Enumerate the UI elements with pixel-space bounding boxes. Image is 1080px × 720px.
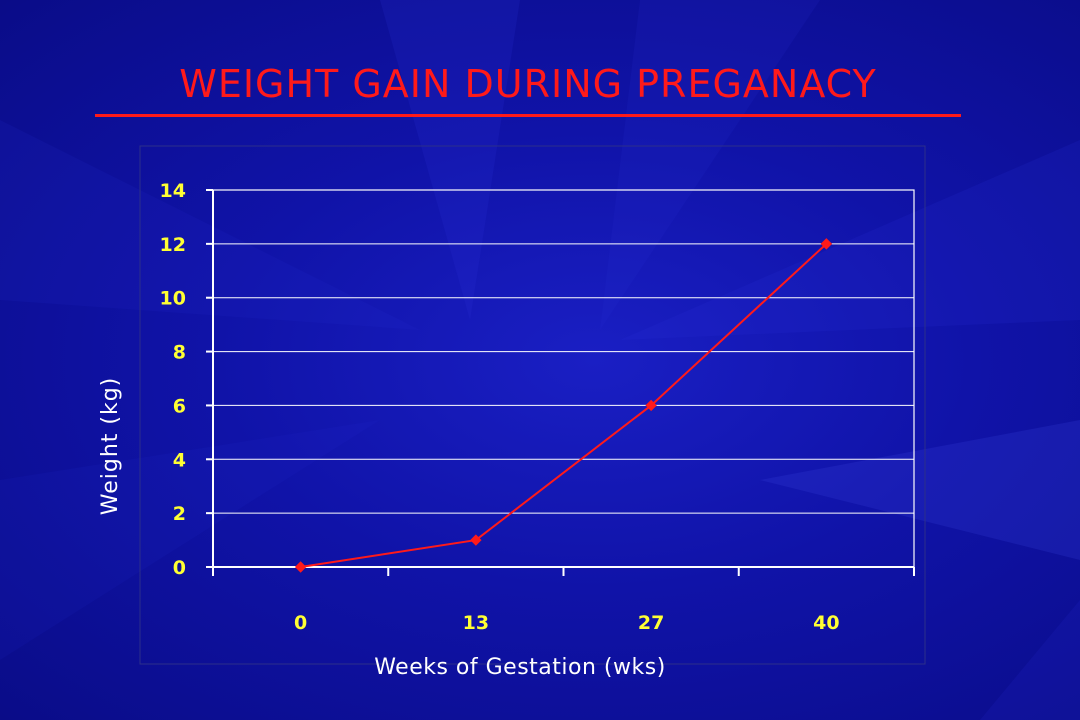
plot-area [212, 189, 915, 568]
y-tick-label: 8 [173, 342, 186, 364]
series-layer [294, 238, 833, 573]
y-tick-label: 4 [173, 449, 186, 471]
y-tick-label: 12 [160, 234, 186, 256]
x-tick-label: 13 [463, 612, 489, 634]
chart-area-border [139, 145, 926, 665]
y-tick-label: 0 [173, 557, 186, 579]
data-point-marker [294, 561, 307, 573]
y-tick-label: 2 [173, 503, 186, 525]
y-tick-label: 10 [160, 288, 186, 310]
y-tick-labels: 0 2 4 6 8 10 12 14 [160, 180, 186, 579]
data-point-marker [645, 399, 657, 412]
gridlines [206, 189, 915, 576]
series-line [300, 243, 828, 568]
x-axis-label: Weeks of Gestation (wks) [374, 655, 666, 680]
y-axis-label: Weight (kg) [98, 377, 123, 516]
data-point-marker [820, 238, 833, 250]
y-tick-label: 14 [160, 180, 186, 202]
x-tick-label: 27 [638, 612, 664, 634]
title-underline [95, 114, 961, 117]
slide-title: WEIGHT GAIN DURING PREGANACY [179, 62, 877, 106]
x-tick-label: 0 [294, 612, 307, 634]
x-tick-labels: 0 13 27 40 [294, 612, 840, 634]
data-point-marker [470, 534, 482, 546]
x-tick-label: 40 [813, 612, 839, 634]
y-tick-label: 6 [173, 395, 186, 417]
